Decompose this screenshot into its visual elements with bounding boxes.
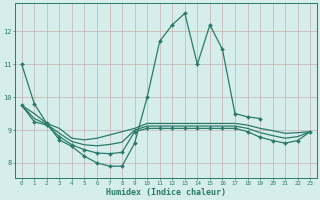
- X-axis label: Humidex (Indice chaleur): Humidex (Indice chaleur): [106, 188, 226, 197]
